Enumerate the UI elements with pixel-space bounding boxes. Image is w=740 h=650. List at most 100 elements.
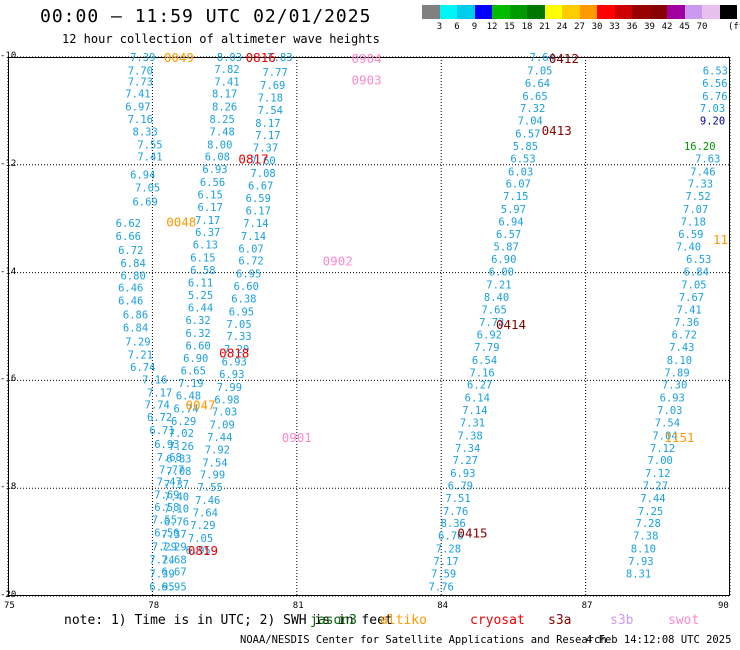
wave-height-value: 6.72 (147, 412, 172, 424)
x-axis-tick-label: 75 (4, 601, 15, 611)
wave-height-value: 7.46 (195, 495, 220, 507)
wave-height-value: 6.56 (200, 177, 225, 189)
wave-height-value: 6.44 (188, 303, 213, 315)
wave-height-value: 6.64 (525, 78, 550, 90)
pass-time-label: 0902 (323, 254, 353, 269)
wave-height-value: 6.32 (185, 315, 210, 327)
wave-height-value: 7.92 (205, 444, 230, 456)
wave-height-value: 8.00 (207, 139, 232, 151)
wave-height-value: 6.27 (467, 380, 492, 392)
wave-height-value: 6.53 (703, 65, 728, 77)
colorbar-tick-label: 42 (661, 22, 673, 32)
wave-height-value: 8.17 (212, 89, 237, 101)
y-axis-tick-label: -20 (0, 590, 17, 600)
wave-height-value: 7.59 (431, 568, 456, 580)
pass-time-label: 0817 (238, 151, 268, 166)
wave-height-value: 7.17 (255, 130, 280, 142)
wave-height-value: 7.02 (169, 428, 194, 440)
wave-height-value: 7.77 (159, 464, 184, 476)
wave-height-value: 7.17 (195, 215, 220, 227)
wave-height-value: 7.08 (250, 168, 275, 180)
colorbar-swatch (562, 5, 580, 19)
colorbar-swatch (527, 5, 545, 19)
wave-height-value: 6.94 (130, 170, 155, 182)
wave-height-value: 7.05 (226, 319, 251, 331)
wave-height-value: 7.21 (486, 279, 511, 291)
wave-height-value: 7.30 (662, 380, 687, 392)
wave-height-value: 6.93 (219, 369, 244, 381)
colorbar-swatch (632, 5, 650, 19)
pass-time-label: 0903 (352, 73, 382, 88)
wave-height-value: 6.15 (198, 189, 223, 201)
wave-height-value: 6.80 (120, 270, 145, 282)
x-axis-tick-label: 78 (148, 601, 160, 611)
wave-height-value: 7.36 (674, 317, 699, 329)
colorbar-swatch (614, 5, 632, 19)
wave-height-value: 6.60 (185, 340, 210, 352)
x-axis-tick-label: 87 (581, 601, 593, 611)
wave-height-value: 7.17 (433, 556, 458, 568)
wave-height-value: 7.04 (652, 430, 677, 442)
wave-height-value: 7.16 (142, 374, 167, 386)
wave-height-value: 7.14 (243, 218, 268, 230)
pass-time-label: 0047 (185, 398, 215, 413)
colorbar-tick-label: 39 (644, 22, 655, 32)
wave-height-value: 6.95 (185, 545, 210, 557)
wave-height-value: 6.53 (510, 153, 535, 165)
wave-height-value: 6.57 (496, 229, 521, 241)
wave-height-value: 6.93 (202, 164, 227, 176)
wave-height-value: 6.37 (195, 227, 220, 239)
wave-height-value: 7.74 (145, 400, 170, 412)
satellite-legend-cryosat: cryosat (470, 613, 525, 628)
wave-height-value: 7.03 (700, 103, 725, 115)
wave-height-value: 6.90 (491, 254, 516, 266)
wave-height-value: 6.38 (231, 293, 256, 305)
wave-height-value: 5.97 (501, 204, 526, 216)
colorbar-swatch (544, 5, 562, 19)
satellite-legend-swot: swot (668, 613, 700, 628)
wave-height-value: 7.10 (164, 504, 189, 516)
wave-height-value: 7.37 (161, 529, 186, 541)
wave-height-value: 7.41 (125, 89, 150, 101)
wave-height-value: 7.55 (198, 482, 223, 494)
footer-note: note: 1) Time is in UTC; 2) SWH is in fe… (64, 613, 393, 628)
wave-height-value: 7.15 (503, 191, 528, 203)
pass-time-label: 11 (713, 232, 728, 247)
wave-height-value: 7.16 (469, 367, 494, 379)
y-axis-tick-label: -10 (0, 51, 17, 61)
wave-height-value: 7.29 (161, 541, 186, 553)
wave-height-value: 6.74 (173, 403, 198, 415)
pass-time-label: 0904 (352, 51, 382, 66)
wave-height-value: 6.58 (190, 265, 215, 277)
wave-height-value: 7.82 (214, 64, 239, 76)
wave-height-value: 7.64 (193, 507, 218, 519)
wave-height-value: 7.29 (125, 337, 150, 349)
wave-height-value: 7.64 (530, 52, 555, 64)
wave-height-value: 7.16 (128, 114, 153, 126)
colorbar-tick-label: 12 (486, 22, 498, 32)
wave-height-value: 7.29 (190, 520, 215, 532)
wave-height-value: 8.25 (210, 114, 235, 126)
colorbar-swatch (474, 5, 492, 19)
satellite-legend-altiko: altiko (380, 613, 427, 628)
wave-height-value: 7.46 (690, 166, 715, 178)
y-axis-tick-label: -18 (0, 482, 17, 493)
wave-height-value: 6.56 (702, 78, 727, 90)
wave-height-value: 6.86 (123, 310, 148, 322)
wave-height-value: 7.68 (157, 452, 182, 464)
colorbar-tick-label: 30 (591, 22, 603, 32)
wave-height-value: 6.95 (229, 306, 254, 318)
wave-height-value: 7.05 (188, 533, 213, 545)
wave-height-value: 7.93 (628, 556, 653, 568)
colorbar-tick-label: 27 (574, 22, 585, 32)
wave-height-value: 6.60 (234, 281, 259, 293)
wave-height-value: 7.33 (688, 179, 713, 191)
wave-height-value: 6.83 (166, 454, 191, 466)
wave-height-value: 6.76 (164, 517, 189, 529)
footer-generated-time: 4 Feb 14:12:08 UTC 2025 (586, 634, 732, 646)
wave-height-value: 6.53 (686, 254, 711, 266)
wave-height-value: 6.95 (236, 269, 261, 281)
wave-height-value: 7.07 (683, 204, 708, 216)
wave-height-value: 7.40 (164, 491, 189, 503)
wave-height-value: 6.72 (118, 245, 143, 257)
